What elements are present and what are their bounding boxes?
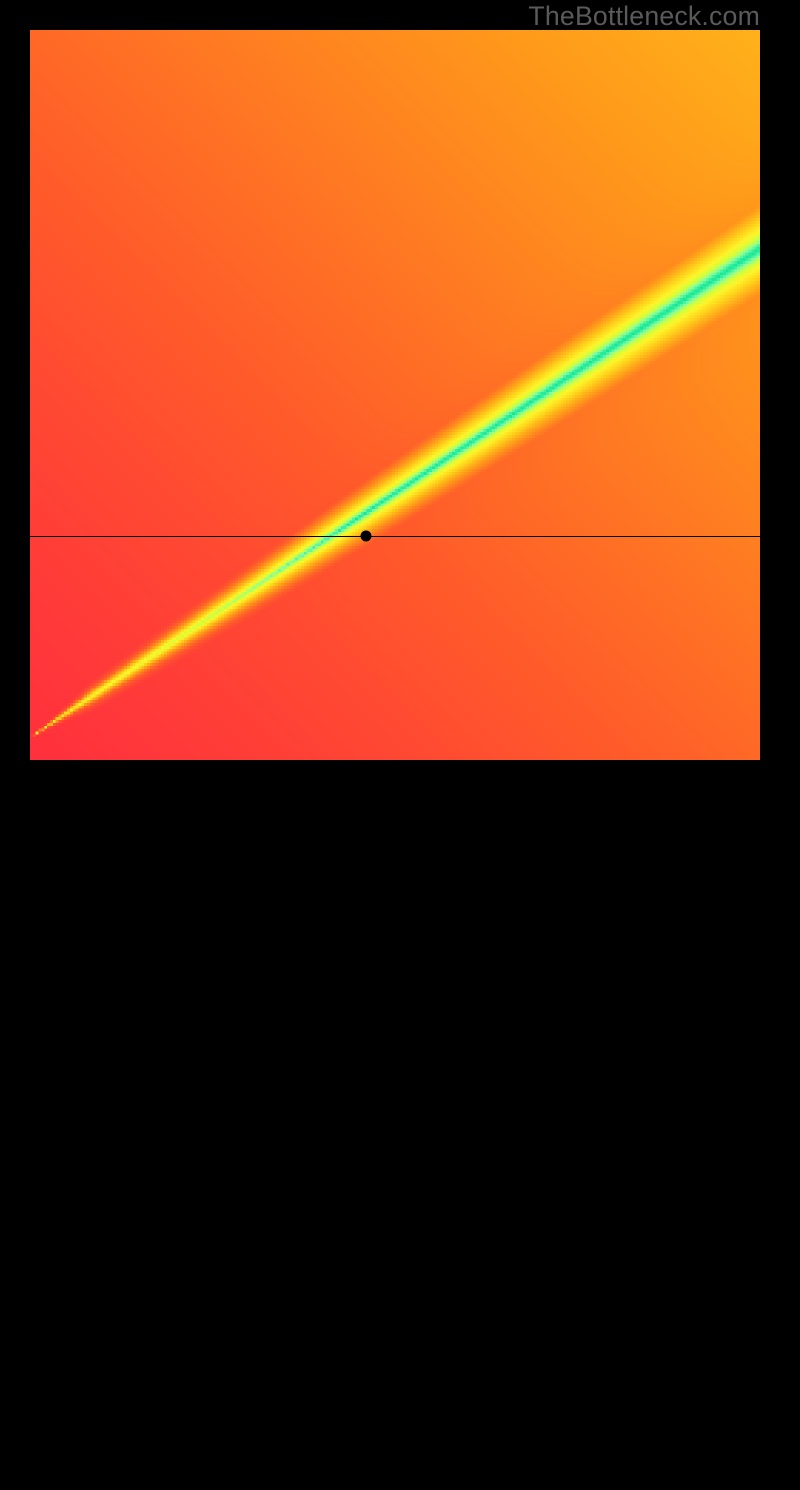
plot-area (30, 30, 760, 760)
heatmap-canvas (30, 30, 760, 760)
crosshair-vertical (366, 760, 367, 1490)
crosshair-marker (360, 530, 371, 541)
chart-outer: TheBottleneck.com (0, 0, 800, 800)
watermark-text: TheBottleneck.com (528, 1, 760, 32)
crosshair-horizontal (30, 536, 760, 537)
